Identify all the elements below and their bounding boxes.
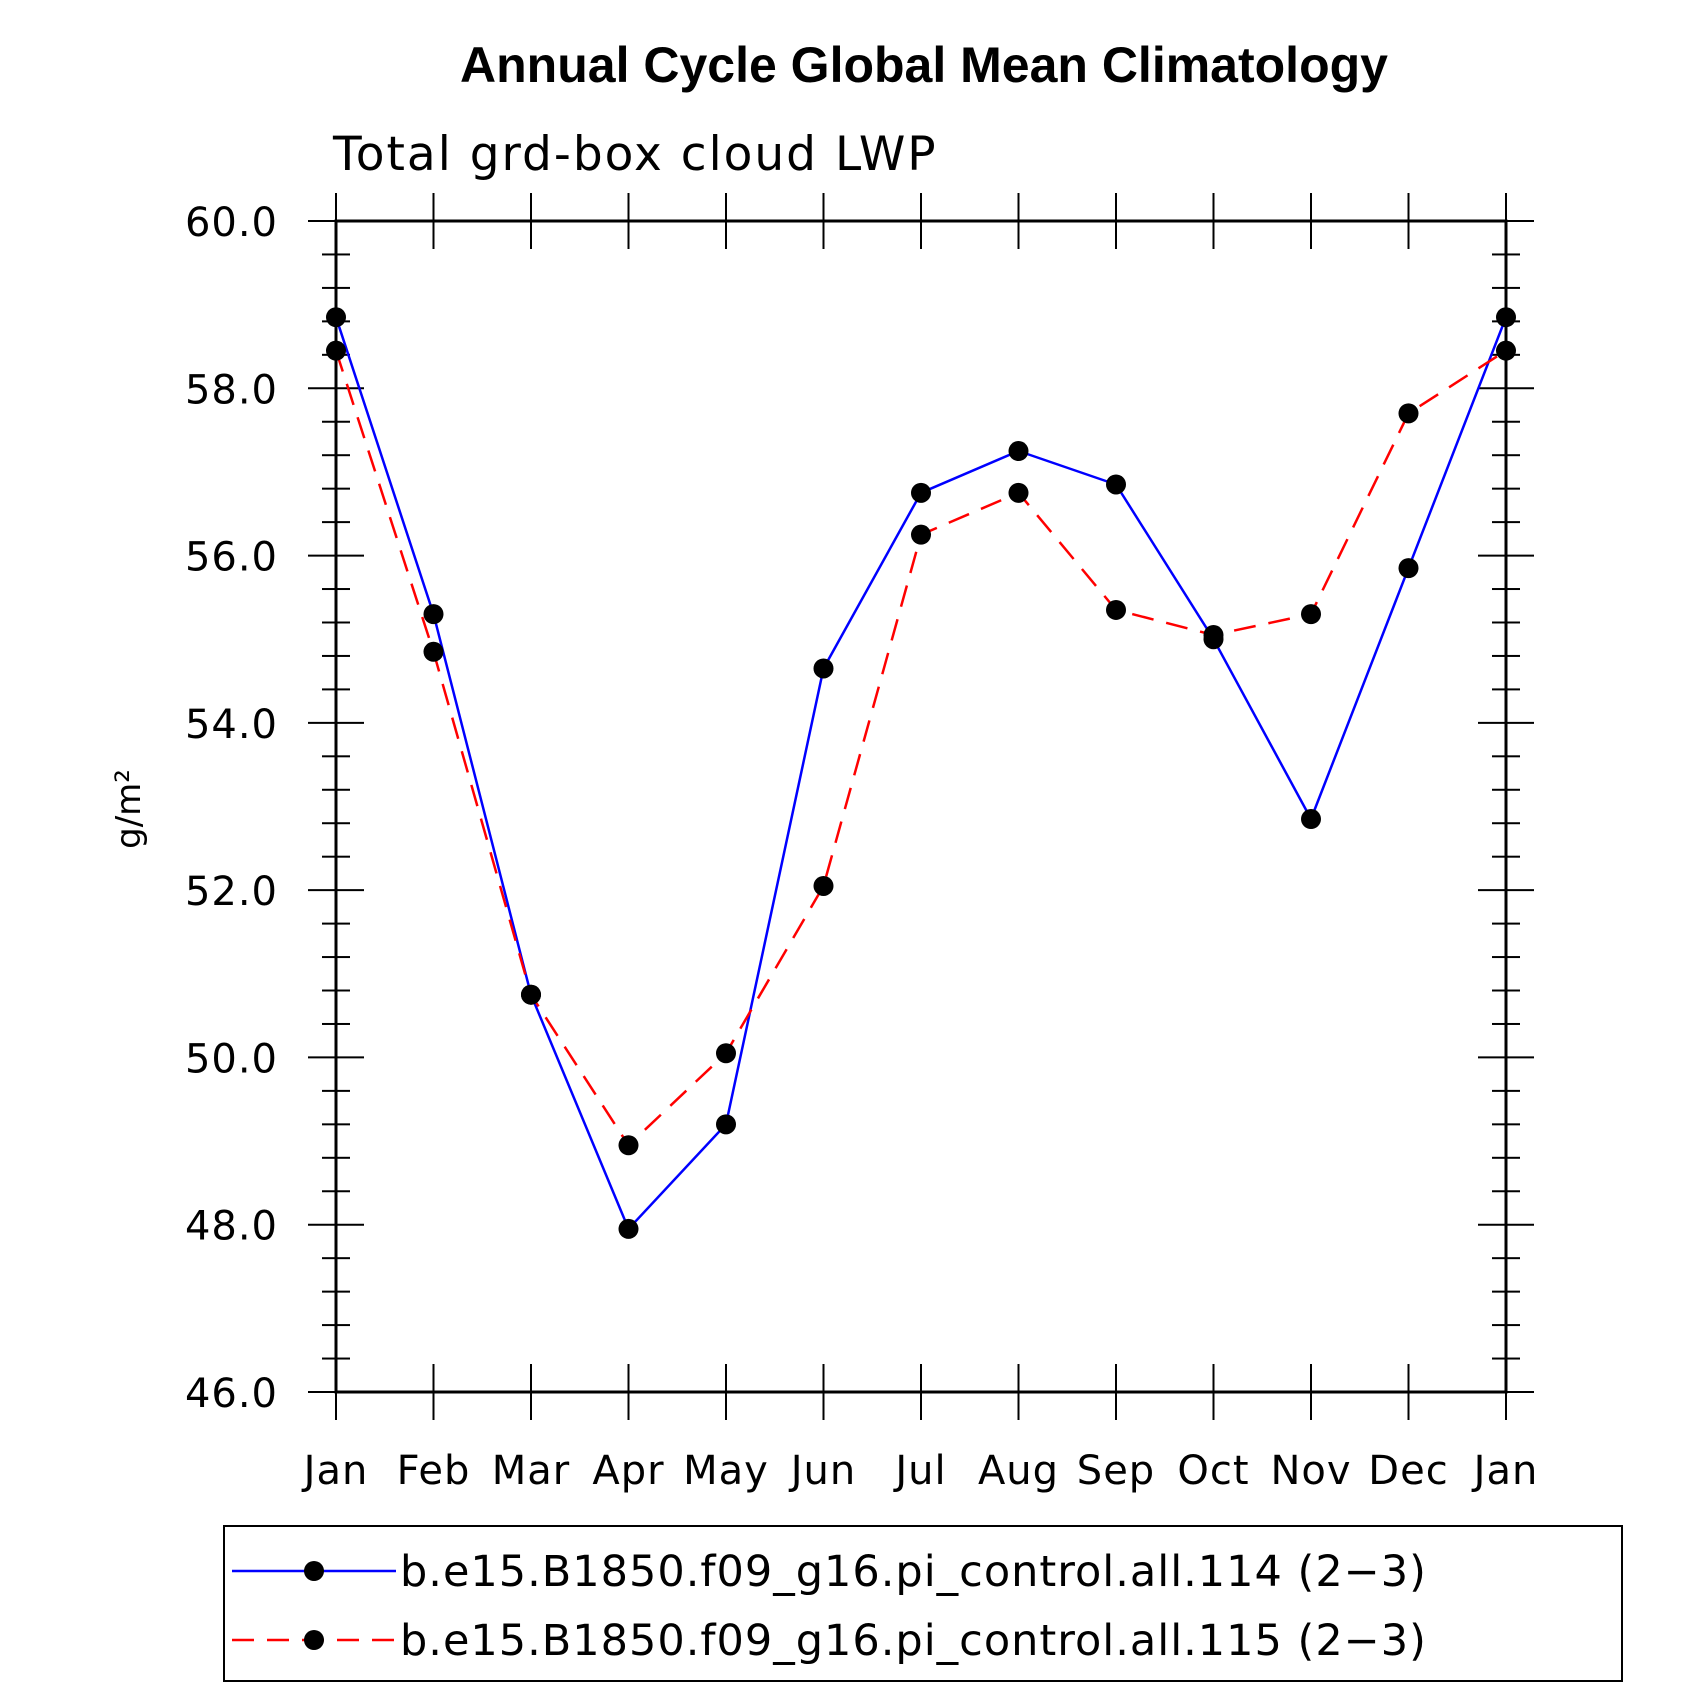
data-point-s0-12 bbox=[1496, 307, 1516, 328]
legend-label-114: b.e15.B1850.f09_g16.pi_control.all.114 (… bbox=[400, 1547, 1427, 1597]
y-tick-label: 60.0 bbox=[185, 200, 278, 246]
chart-subtitle: Total grd-box cloud LWP bbox=[332, 127, 938, 182]
data-point-s1-0 bbox=[326, 340, 346, 361]
data-point-s0-8 bbox=[1106, 474, 1126, 495]
x-tick-label: Jan bbox=[301, 1448, 369, 1494]
data-point-s1-2 bbox=[521, 984, 541, 1005]
y-tick-label: 52.0 bbox=[185, 869, 278, 915]
axis-ticks bbox=[308, 193, 1534, 1420]
y-tick-label: 46.0 bbox=[185, 1371, 278, 1417]
data-point-s1-8 bbox=[1106, 599, 1126, 620]
series-lines bbox=[326, 307, 1516, 1239]
x-tick-label: Jul bbox=[892, 1448, 946, 1494]
data-point-s0-5 bbox=[813, 658, 834, 679]
x-tick-label: Jan bbox=[1471, 1448, 1539, 1494]
y-axis-label: g/m² bbox=[109, 769, 149, 849]
data-point-s1-5 bbox=[813, 875, 834, 896]
data-point-s0-4 bbox=[716, 1114, 736, 1135]
series-line-0 bbox=[334, 316, 1508, 1231]
x-tick-label: Dec bbox=[1368, 1448, 1448, 1494]
y-tick-label: 50.0 bbox=[185, 1036, 278, 1082]
data-point-s1-1 bbox=[423, 641, 444, 662]
chart-title: Annual Cycle Global Mean Climatology bbox=[460, 37, 1388, 93]
x-tick-label: Sep bbox=[1077, 1448, 1155, 1494]
data-point-s1-11 bbox=[1398, 403, 1419, 424]
data-point-s0-7 bbox=[1008, 441, 1029, 462]
x-tick-label: Nov bbox=[1270, 1448, 1351, 1494]
x-tick-labels: Jan Feb Mar Apr May Jun Jul Aug Sep Oct Nov Dec Jan bbox=[301, 1448, 1539, 1494]
data-point-s1-7 bbox=[1008, 482, 1029, 503]
x-tick-label: Aug bbox=[978, 1448, 1059, 1494]
x-tick-label: May bbox=[683, 1448, 769, 1494]
legend: b.e15.B1850.f09_g16.pi_control.all.114 (… bbox=[223, 1525, 1623, 1682]
data-point-s0-3 bbox=[618, 1218, 639, 1239]
data-point-s0-1 bbox=[423, 604, 444, 625]
legend-marker-114 bbox=[304, 1561, 324, 1581]
data-point-s0-6 bbox=[911, 482, 931, 503]
data-point-s1-9 bbox=[1203, 625, 1224, 646]
x-tick-label: Jun bbox=[788, 1448, 857, 1494]
data-point-s1-4 bbox=[716, 1043, 736, 1064]
x-tick-label: Feb bbox=[397, 1448, 471, 1494]
data-point-s0-10 bbox=[1301, 809, 1321, 830]
x-tick-label: Mar bbox=[492, 1448, 570, 1494]
data-point-s0-0 bbox=[326, 307, 346, 328]
x-tick-label: Apr bbox=[592, 1448, 664, 1494]
legend-box bbox=[223, 1525, 1623, 1682]
y-tick-label: 58.0 bbox=[185, 367, 278, 413]
series-line-1 bbox=[334, 349, 1507, 1147]
data-point-s1-10 bbox=[1301, 604, 1321, 625]
y-tick-label: 54.0 bbox=[185, 702, 278, 748]
y-tick-labels: 46.0 48.0 50.0 52.0 54.0 56.0 58.0 60.0 bbox=[185, 200, 278, 1417]
x-tick-label: Oct bbox=[1177, 1448, 1249, 1494]
data-point-s1-3 bbox=[618, 1135, 639, 1156]
data-point-s1-6 bbox=[911, 524, 931, 545]
legend-marker-115 bbox=[304, 1630, 324, 1650]
y-tick-label: 56.0 bbox=[185, 535, 278, 581]
data-point-s0-11 bbox=[1398, 558, 1419, 579]
y-tick-label: 48.0 bbox=[185, 1204, 278, 1250]
plot-frame bbox=[334, 219, 1508, 1394]
data-point-s1-12 bbox=[1496, 340, 1516, 361]
legend-label-115: b.e15.B1850.f09_g16.pi_control.all.115 (… bbox=[400, 1616, 1427, 1666]
